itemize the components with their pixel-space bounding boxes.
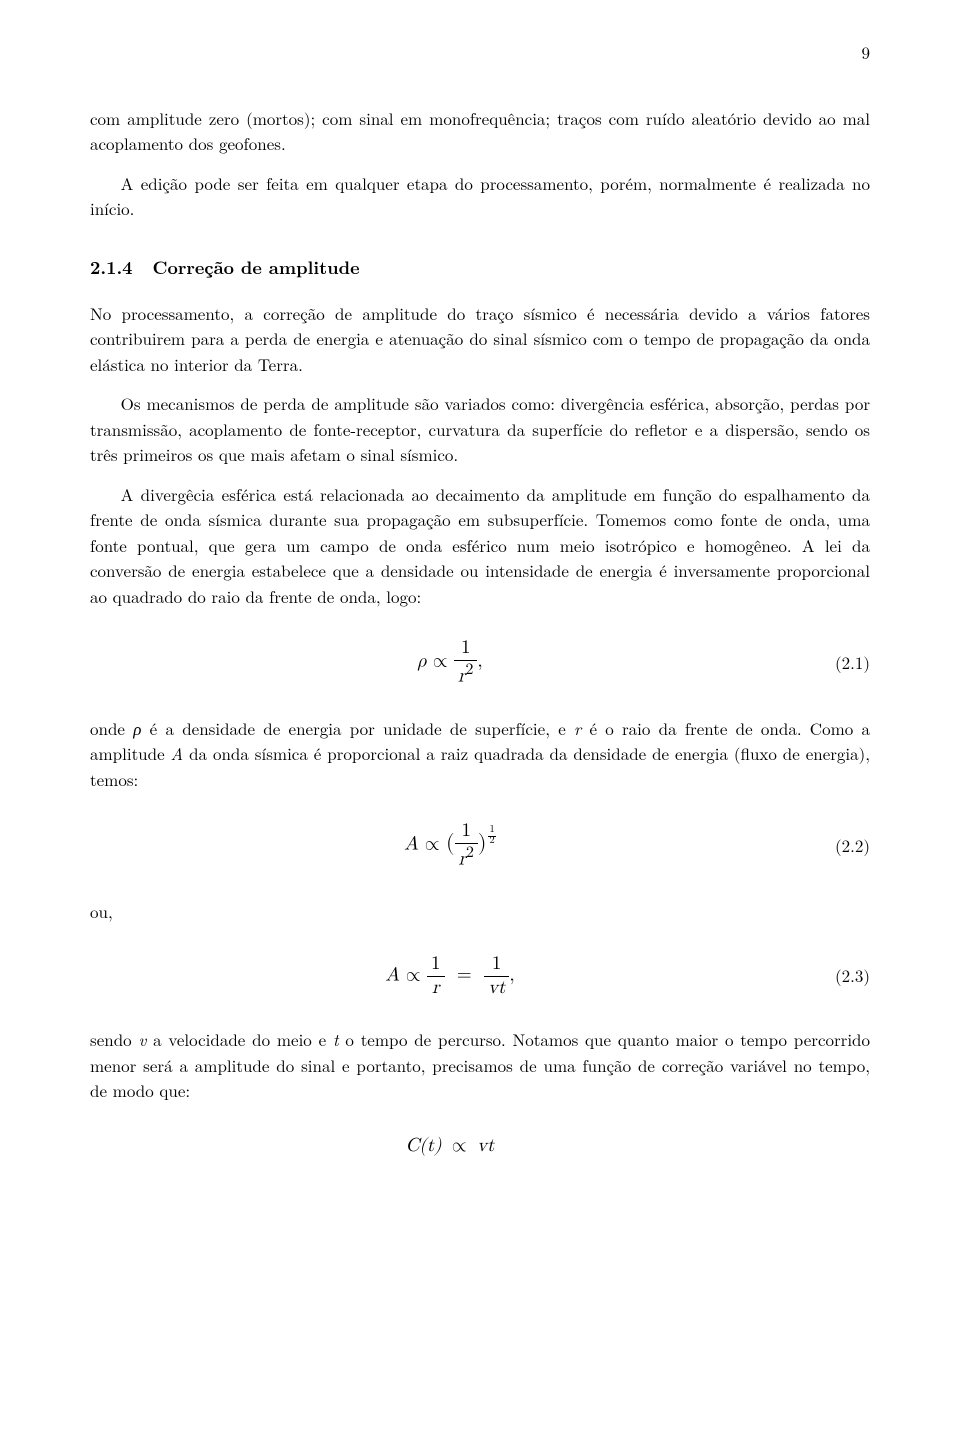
- equation-2-1-body: ρ ∝ 1 r2 ,: [90, 637, 810, 688]
- symbol-A: A: [385, 965, 399, 984]
- symbol-r: r: [459, 850, 466, 869]
- symbol-propto: ∝: [406, 965, 421, 984]
- paragraph-2: A edição pode ser feita em qualquer etap…: [90, 171, 870, 222]
- text-fragment: a velocidade do meio e: [146, 1027, 333, 1051]
- symbol-A-inline: A: [171, 741, 184, 765]
- frac-num: 1: [484, 953, 509, 977]
- half-den: 2: [488, 837, 495, 846]
- paragraph-6: onde ρ é a densidade de energia por unid…: [90, 716, 870, 793]
- symbol-propto: ∝: [433, 652, 448, 671]
- exponent-2: 2: [466, 845, 474, 861]
- symbol-vt: vt: [477, 1136, 494, 1155]
- exponent-2: 2: [465, 662, 473, 678]
- page-number: 9: [90, 40, 870, 66]
- frac-den: r2: [454, 661, 477, 688]
- frac-den: vt: [484, 977, 509, 1000]
- paragraph-5: A divergêcia esférica está relacionada a…: [90, 482, 870, 610]
- paragraph-7: sendo v a velocidade do meio e t o tempo…: [90, 1027, 870, 1104]
- frac-num: 1: [455, 820, 478, 844]
- section-title: Correção de amplitude: [153, 255, 360, 280]
- equation-Ct-body: C(t) ∝ vt: [90, 1132, 810, 1161]
- symbol-equals: =: [457, 965, 472, 984]
- symbol-propto: ∝: [425, 835, 440, 854]
- section-number: 2.1.4: [90, 254, 133, 281]
- exponent-half: 12: [488, 826, 495, 846]
- equation-2-3-label: (2.3): [810, 963, 870, 989]
- equation-2-2-label: (2.2): [810, 833, 870, 859]
- frac-den: r: [427, 977, 445, 1000]
- equation-2-1: ρ ∝ 1 r2 , (2.1): [90, 637, 870, 688]
- text-fragment: sendo: [90, 1027, 138, 1051]
- ou-text: ou,: [90, 899, 870, 925]
- equation-2-2: A ∝ ( 1 r2 )12 (2.2): [90, 820, 870, 871]
- equation-2-2-body: A ∝ ( 1 r2 )12: [90, 820, 810, 871]
- equation-Ct: C(t) ∝ vt: [90, 1132, 870, 1161]
- paragraph-4: Os mecanismos de perda de amplitude são …: [90, 391, 870, 468]
- text-fragment: é a densidade de energia por unidade de …: [141, 716, 574, 740]
- paragraph-1: com amplitude zero (mortos); com sinal e…: [90, 106, 870, 157]
- text-fragment: da onda sísmica é proporcional a raiz qu…: [90, 741, 870, 791]
- frac-num: 1: [454, 637, 477, 661]
- text-fragment: onde: [90, 716, 133, 740]
- equation-2-1-label: (2.1): [810, 650, 870, 676]
- equation-2-3: A ∝ 1 r = 1 vt , (2.3): [90, 953, 870, 1000]
- frac-num: 1: [427, 953, 445, 977]
- symbol-A: A: [404, 835, 418, 854]
- symbol-propto: ∝: [452, 1136, 467, 1155]
- symbol-Ct: C(t): [406, 1136, 442, 1155]
- symbol-rho: ρ: [417, 652, 426, 671]
- paragraph-3: No processamento, a correção de amplitud…: [90, 301, 870, 378]
- equation-2-3-body: A ∝ 1 r = 1 vt ,: [90, 953, 810, 1000]
- section-heading: 2.1.4 Correção de amplitude: [90, 254, 870, 281]
- frac-den: r2: [455, 844, 478, 871]
